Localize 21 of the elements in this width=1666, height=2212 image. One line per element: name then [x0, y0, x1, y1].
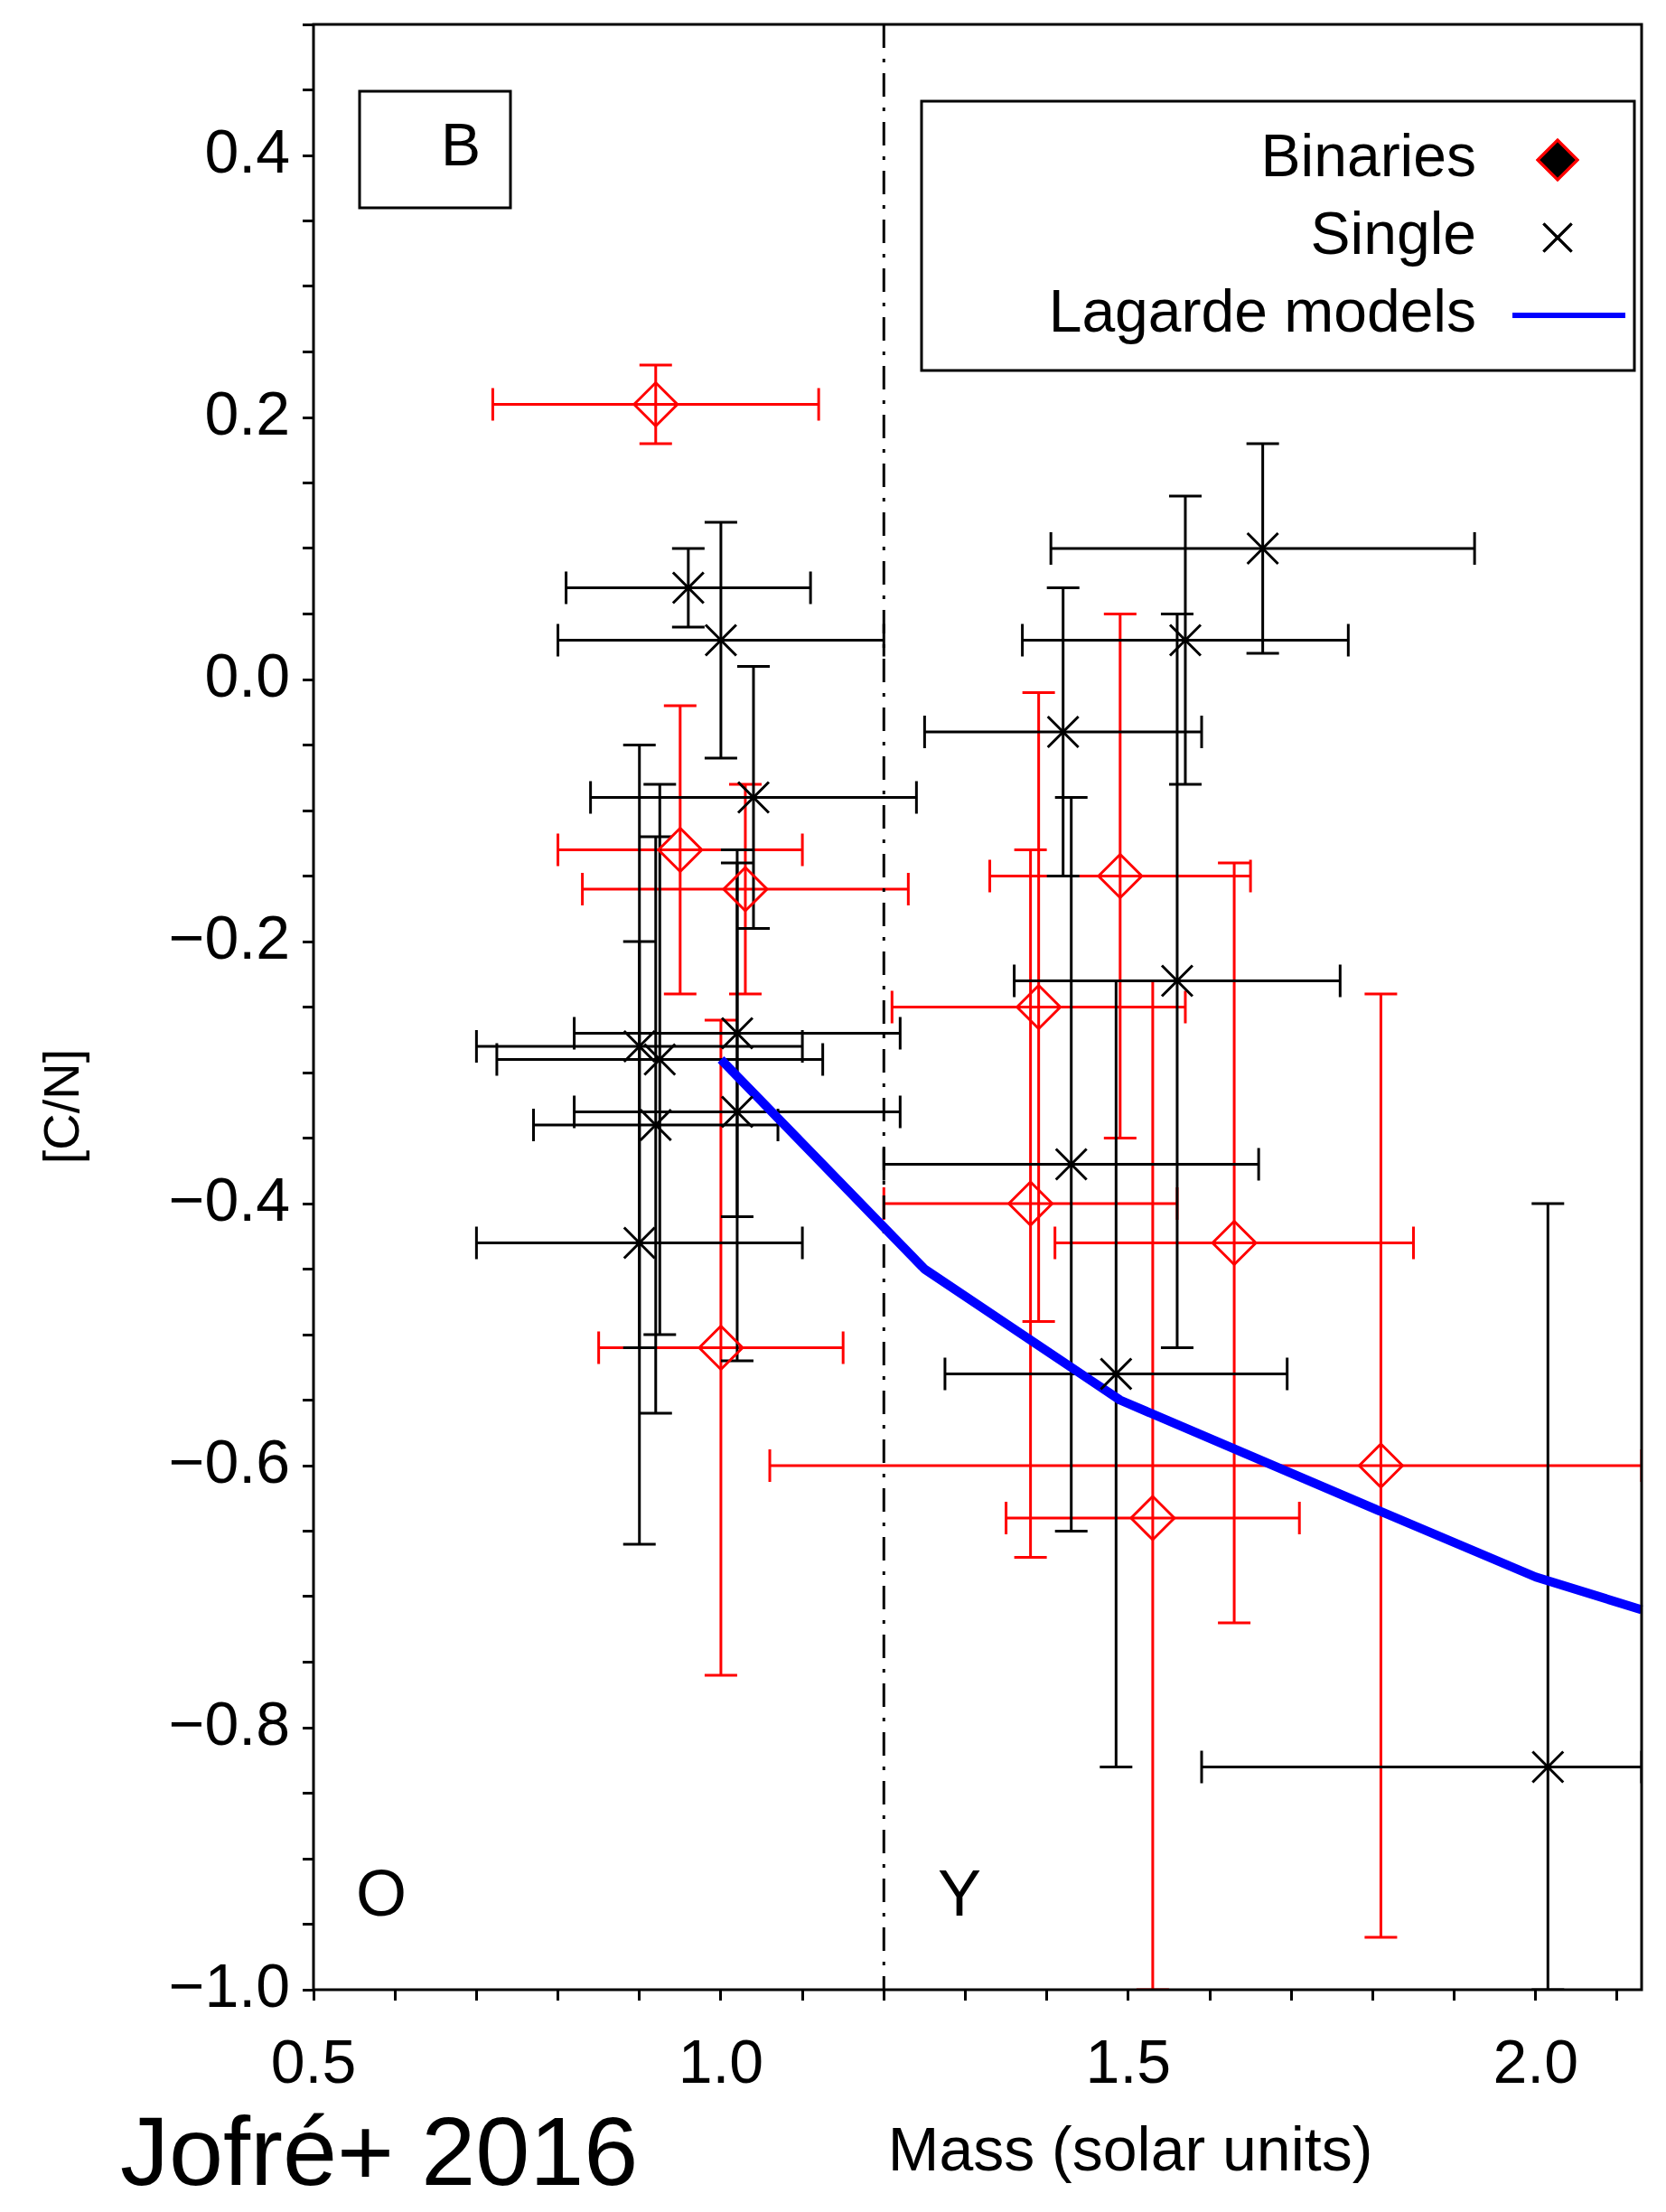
y-tick-label: 0.2 [204, 378, 290, 447]
annotation: O [355, 1856, 407, 1929]
y-tick-label: 0.4 [204, 116, 290, 185]
legend-label: Lagarde models [1048, 277, 1476, 345]
annotation: B [440, 111, 482, 179]
y-tick-label: −0.6 [168, 1426, 290, 1495]
y-tick-label: −0.4 [168, 1164, 290, 1233]
annotation: Y [937, 1856, 982, 1929]
x-axis-title: Mass (solar units) [887, 2114, 1373, 2183]
legend-label: Single [1310, 200, 1476, 267]
y-tick-label: −0.2 [168, 902, 290, 971]
y-tick-label: −0.8 [168, 1688, 290, 1757]
y-tick-label: 0.0 [204, 640, 290, 709]
text: Jofré+ 2016 [120, 2095, 639, 2206]
y-axis-title: [C/N] [33, 1048, 90, 1165]
y-tick-label: −1.0 [168, 1950, 290, 2020]
x-tick-label: 1.5 [1085, 2026, 1172, 2095]
x-tick-label: 2.0 [1493, 2026, 1579, 2095]
x-tick-label: 1.0 [678, 2026, 764, 2095]
legend-label: Binaries [1260, 122, 1476, 190]
x-tick-label: 0.5 [270, 2026, 357, 2095]
